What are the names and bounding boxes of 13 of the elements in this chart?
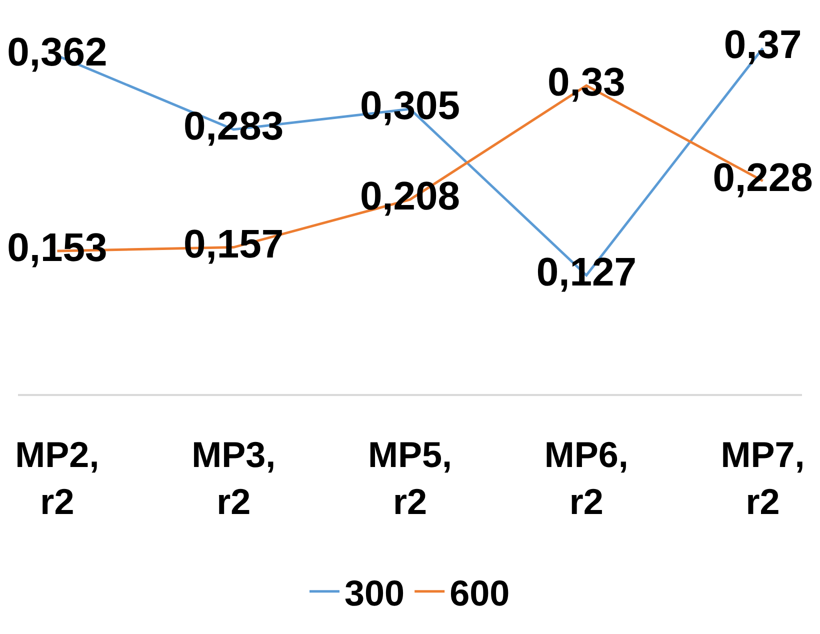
legend-label: 600 xyxy=(450,572,510,614)
data-label: 0,33 xyxy=(547,60,626,105)
data-label: 0,153 xyxy=(7,226,108,270)
x-tick-label: MP5, r2 xyxy=(368,434,452,522)
data-label: 0,228 xyxy=(712,156,813,200)
legend-label: 300 xyxy=(344,572,405,614)
data-label: 0,362 xyxy=(7,30,108,75)
x-tick-label: MP2, r2 xyxy=(15,434,100,522)
x-tick-label: MP3, r2 xyxy=(192,434,276,522)
x-tick-label: MP7, r2 xyxy=(720,434,805,522)
data-label: 0,127 xyxy=(536,250,636,294)
data-label: 0,37 xyxy=(724,23,802,68)
x-tick-label: MP6, r2 xyxy=(544,434,628,522)
